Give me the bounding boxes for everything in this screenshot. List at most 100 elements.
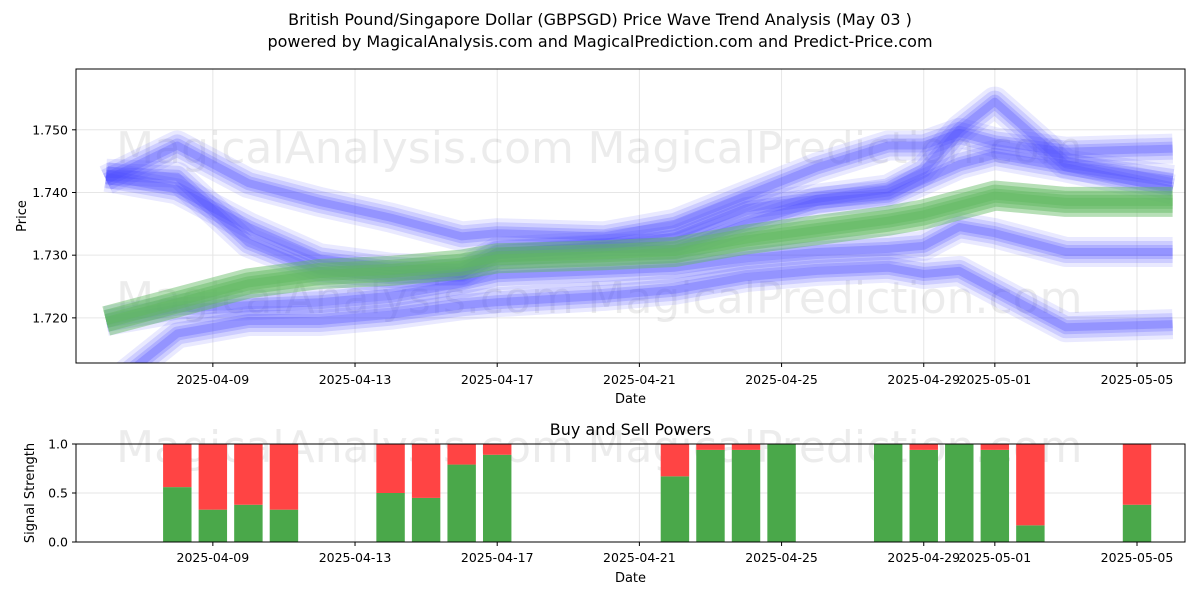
sell-bar xyxy=(447,444,476,465)
power-x-tick-label: 2025-04-21 xyxy=(603,550,676,565)
buy-bar xyxy=(198,509,228,542)
power-x-axis-label: Date xyxy=(615,571,646,586)
buy-bar xyxy=(767,444,796,542)
buy-bar xyxy=(696,449,725,542)
watermark-text: MagicalPrediction.com xyxy=(588,123,1083,174)
sell-bar xyxy=(234,444,263,505)
price-x-tick-label: 2025-05-01 xyxy=(959,372,1032,387)
wave-line xyxy=(122,256,1173,363)
price-x-tick-label: 2025-05-05 xyxy=(1101,372,1174,387)
wave-line xyxy=(102,180,1173,336)
buy-bar xyxy=(731,449,761,542)
buy-bar xyxy=(163,487,192,542)
wave-series-blue xyxy=(103,86,1175,286)
wave-line xyxy=(116,252,1174,363)
power-x-tick-label: 2025-05-05 xyxy=(1101,550,1174,565)
chart-subtitle: powered by MagicalAnalysis.com and Magic… xyxy=(267,32,933,51)
power-chart-title: Buy and Sell Powers xyxy=(550,420,712,439)
buy-bar xyxy=(980,449,1010,542)
wave-series-blue xyxy=(103,212,1173,336)
wave-line xyxy=(104,220,1173,328)
sell-bar xyxy=(198,444,228,510)
sell-bar xyxy=(163,444,192,488)
buy-bar xyxy=(873,444,903,542)
wave-line xyxy=(104,94,1174,278)
power-y-tick-label: 1.0 xyxy=(48,437,68,452)
power-y-tick-label: 0.0 xyxy=(48,535,68,550)
watermark-text: MagicalPrediction.com xyxy=(588,273,1083,324)
wave-line xyxy=(103,86,1175,286)
wave-line xyxy=(106,150,1174,282)
price-y-tick-label: 1.720 xyxy=(32,310,68,325)
sell-bar xyxy=(1122,444,1152,505)
wave-series-blue xyxy=(99,117,1174,252)
price-x-tick-label: 2025-04-17 xyxy=(461,372,534,387)
sell-bar xyxy=(411,444,441,498)
price-x-tick-label: 2025-04-29 xyxy=(887,372,960,387)
wave-line xyxy=(99,117,1174,252)
wave-line xyxy=(105,97,1174,275)
wave-line xyxy=(103,212,1173,336)
buy-bar xyxy=(411,497,441,542)
sell-bar xyxy=(660,444,690,477)
wave-line xyxy=(133,263,1173,363)
power-x-tick-label: 2025-04-13 xyxy=(319,550,392,565)
sell-bar xyxy=(909,444,938,450)
sell-bar xyxy=(980,444,1010,450)
buy-bar xyxy=(269,509,299,542)
price-x-tick-label: 2025-04-13 xyxy=(319,372,392,387)
power-x-tick-label: 2025-04-17 xyxy=(461,550,534,565)
price-y-axis-label: Price xyxy=(15,200,30,232)
sell-bar xyxy=(696,444,725,450)
wave-series-green xyxy=(102,180,1173,336)
power-x-tick-label: 2025-04-25 xyxy=(745,550,818,565)
buy-bar xyxy=(660,476,690,542)
chart-title: British Pound/Singapore Dollar (GBPSGD) … xyxy=(288,10,912,29)
wave-line xyxy=(101,121,1173,248)
price-plot-frame xyxy=(75,68,1186,364)
wave-line xyxy=(105,143,1175,289)
power-x-tick-label: 2025-05-01 xyxy=(959,550,1032,565)
price-x-tick-label: 2025-04-09 xyxy=(177,372,250,387)
wave-line xyxy=(105,139,1176,293)
wave-line xyxy=(105,223,1173,325)
buy-bar xyxy=(909,449,938,542)
wave-line xyxy=(104,188,1173,328)
price-x-axis-label: Date xyxy=(615,392,646,407)
buy-bar xyxy=(1122,504,1152,542)
wave-line xyxy=(104,216,1173,332)
buy-bar xyxy=(482,454,512,542)
wave-line xyxy=(103,184,1173,332)
price-waves xyxy=(99,86,1176,363)
power-x-tick-label: 2025-04-29 xyxy=(887,550,960,565)
sell-bar xyxy=(376,444,405,493)
price-y-tick-label: 1.750 xyxy=(32,122,68,137)
price-y-tick-label: 1.740 xyxy=(32,185,68,200)
sell-bar xyxy=(731,444,761,450)
sell-bar xyxy=(1016,444,1045,526)
price-x-tick-label: 2025-04-21 xyxy=(603,372,676,387)
wave-line xyxy=(128,260,1173,363)
buy-bar xyxy=(945,444,974,542)
buy-bar xyxy=(447,464,476,542)
wave-line xyxy=(104,90,1175,282)
sell-bar xyxy=(482,444,512,455)
wave-line xyxy=(103,125,1173,244)
power-y-axis-label: Signal Strength xyxy=(23,443,38,543)
power-y-tick-label: 0.5 xyxy=(48,486,68,501)
buy-bar xyxy=(234,504,263,542)
watermark-text: MagicalAnalysis.com xyxy=(116,123,574,174)
watermark-text: MagicalAnalysis.com xyxy=(116,273,574,324)
power-x-tick-label: 2025-04-09 xyxy=(177,550,250,565)
price-x-tick-label: 2025-04-25 xyxy=(745,372,818,387)
wave-series-blue xyxy=(116,252,1174,363)
buy-bar xyxy=(1016,525,1045,542)
price-y-tick-label: 1.730 xyxy=(32,248,68,263)
wave-series-blue xyxy=(105,139,1176,293)
wave-line xyxy=(105,191,1173,325)
wave-line xyxy=(105,147,1175,285)
wave-line xyxy=(104,128,1173,241)
sell-bar xyxy=(269,444,299,510)
buy-bar xyxy=(376,493,405,542)
